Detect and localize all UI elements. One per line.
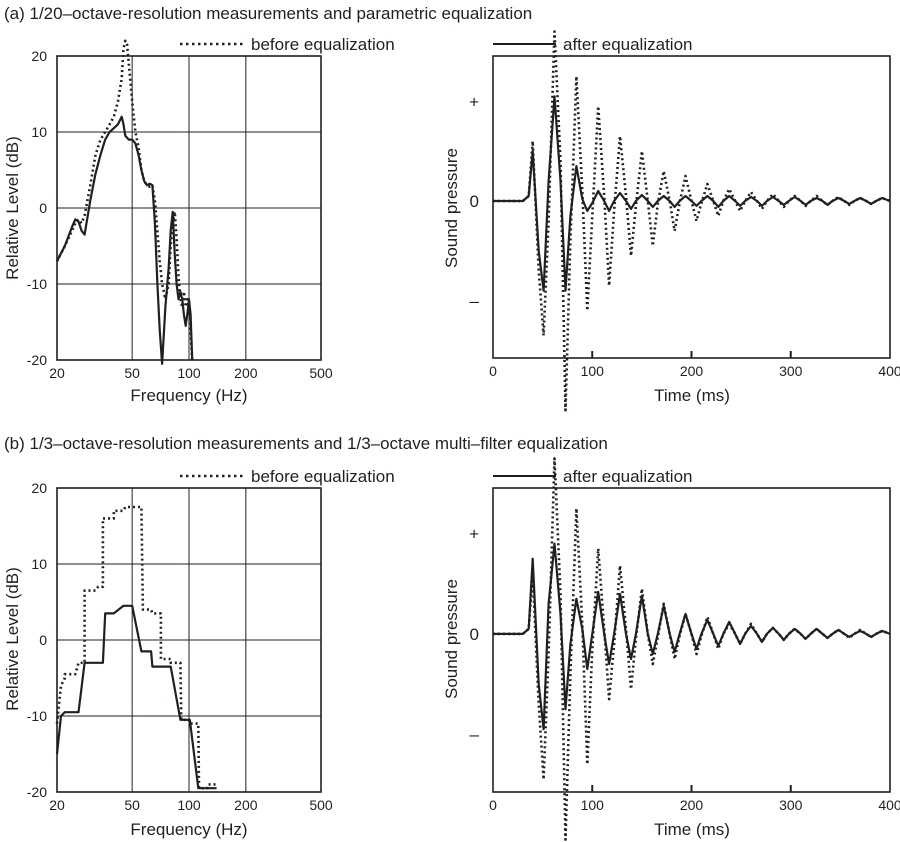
x-tick-label: 20 bbox=[49, 365, 65, 381]
y-tick-label: 0 bbox=[39, 632, 47, 648]
x-axis-label: Frequency (Hz) bbox=[130, 820, 247, 839]
y-tick-label: 10 bbox=[31, 556, 47, 572]
y-axis-label: Relative Level (dB) bbox=[3, 567, 22, 711]
legend-after-label-a: after equalization bbox=[563, 35, 692, 54]
y-tick-label: 0 bbox=[470, 192, 479, 211]
x-tick-label: 400 bbox=[878, 363, 900, 379]
y-axis-label: Relative Level (dB) bbox=[3, 136, 22, 280]
series-before-equalization bbox=[55, 505, 217, 790]
legend-before-label-b: before equalization bbox=[251, 467, 395, 486]
time-chart-a: Time (ms) Sound pressure 0 100 200 300 400 +0… bbox=[442, 30, 900, 412]
frequency-chart-b: Frequency (Hz) Relative Level (dB) 20100… bbox=[3, 480, 333, 839]
series-after-equalization bbox=[55, 604, 217, 790]
y-tick-label: 20 bbox=[31, 48, 47, 64]
y-tick-label: – bbox=[470, 292, 480, 311]
x-tick-label: 0 bbox=[489, 363, 497, 379]
y-tick-label: + bbox=[469, 92, 479, 111]
legend-before-label-a: before equalization bbox=[251, 35, 395, 54]
x-tick-label: 500 bbox=[309, 365, 333, 381]
series-before-equalization bbox=[493, 457, 891, 841]
panel-title-a: (a) 1/20–octave-resolution measurements … bbox=[4, 4, 532, 23]
y-tick-label: 20 bbox=[31, 480, 47, 496]
x-tick-label: 500 bbox=[309, 797, 333, 813]
x-tick-label: 50 bbox=[124, 797, 140, 813]
y-tick-label: 0 bbox=[470, 625, 479, 644]
x-tick-label: 100 bbox=[177, 365, 201, 381]
series-before-equalization bbox=[55, 39, 194, 361]
x-tick-label: 300 bbox=[779, 797, 803, 813]
plot-frame bbox=[492, 487, 891, 793]
panel-title-b: (b) 1/3–octave-resolution measurements a… bbox=[4, 434, 608, 453]
x-tick-label: 200 bbox=[680, 363, 704, 379]
series-after-equalization bbox=[493, 542, 891, 731]
series-after-equalization bbox=[493, 95, 891, 292]
series-after-equalization bbox=[56, 115, 194, 365]
x-tick-label: 0 bbox=[489, 797, 497, 813]
y-tick-label: 10 bbox=[31, 124, 47, 140]
y-tick-label: -10 bbox=[27, 708, 47, 724]
x-tick-label: 100 bbox=[581, 797, 605, 813]
y-axis-label: Sound pressure bbox=[442, 148, 461, 268]
y-tick-label: 0 bbox=[39, 200, 47, 216]
x-tick-label: 50 bbox=[124, 365, 140, 381]
x-tick-label: 200 bbox=[680, 797, 704, 813]
x-tick-label: 200 bbox=[234, 797, 258, 813]
x-tick-label: 100 bbox=[177, 797, 201, 813]
legend-after-label-b: after equalization bbox=[563, 467, 692, 486]
x-axis-label: Frequency (Hz) bbox=[130, 386, 247, 405]
x-axis-label: Time (ms) bbox=[654, 820, 730, 839]
series-before-equalization bbox=[493, 30, 891, 412]
x-tick-label: 400 bbox=[878, 797, 900, 813]
y-axis-label: Sound pressure bbox=[442, 579, 461, 699]
time-chart-b: Time (ms) Sound pressure 0 100 200 300 400 +0… bbox=[442, 457, 900, 841]
y-tick-label: + bbox=[469, 525, 479, 544]
frequency-chart-a: Frequency (Hz) Relative Level (dB) 20100… bbox=[3, 39, 333, 405]
y-tick-label: – bbox=[470, 725, 480, 744]
y-tick-label: -10 bbox=[27, 276, 47, 292]
x-tick-label: 300 bbox=[779, 363, 803, 379]
x-tick-label: 20 bbox=[49, 797, 65, 813]
x-axis-label: Time (ms) bbox=[654, 386, 730, 405]
y-tick-label: -20 bbox=[27, 352, 47, 368]
x-tick-label: 200 bbox=[234, 365, 258, 381]
y-tick-label: -20 bbox=[27, 784, 47, 800]
x-tick-label: 100 bbox=[581, 363, 605, 379]
